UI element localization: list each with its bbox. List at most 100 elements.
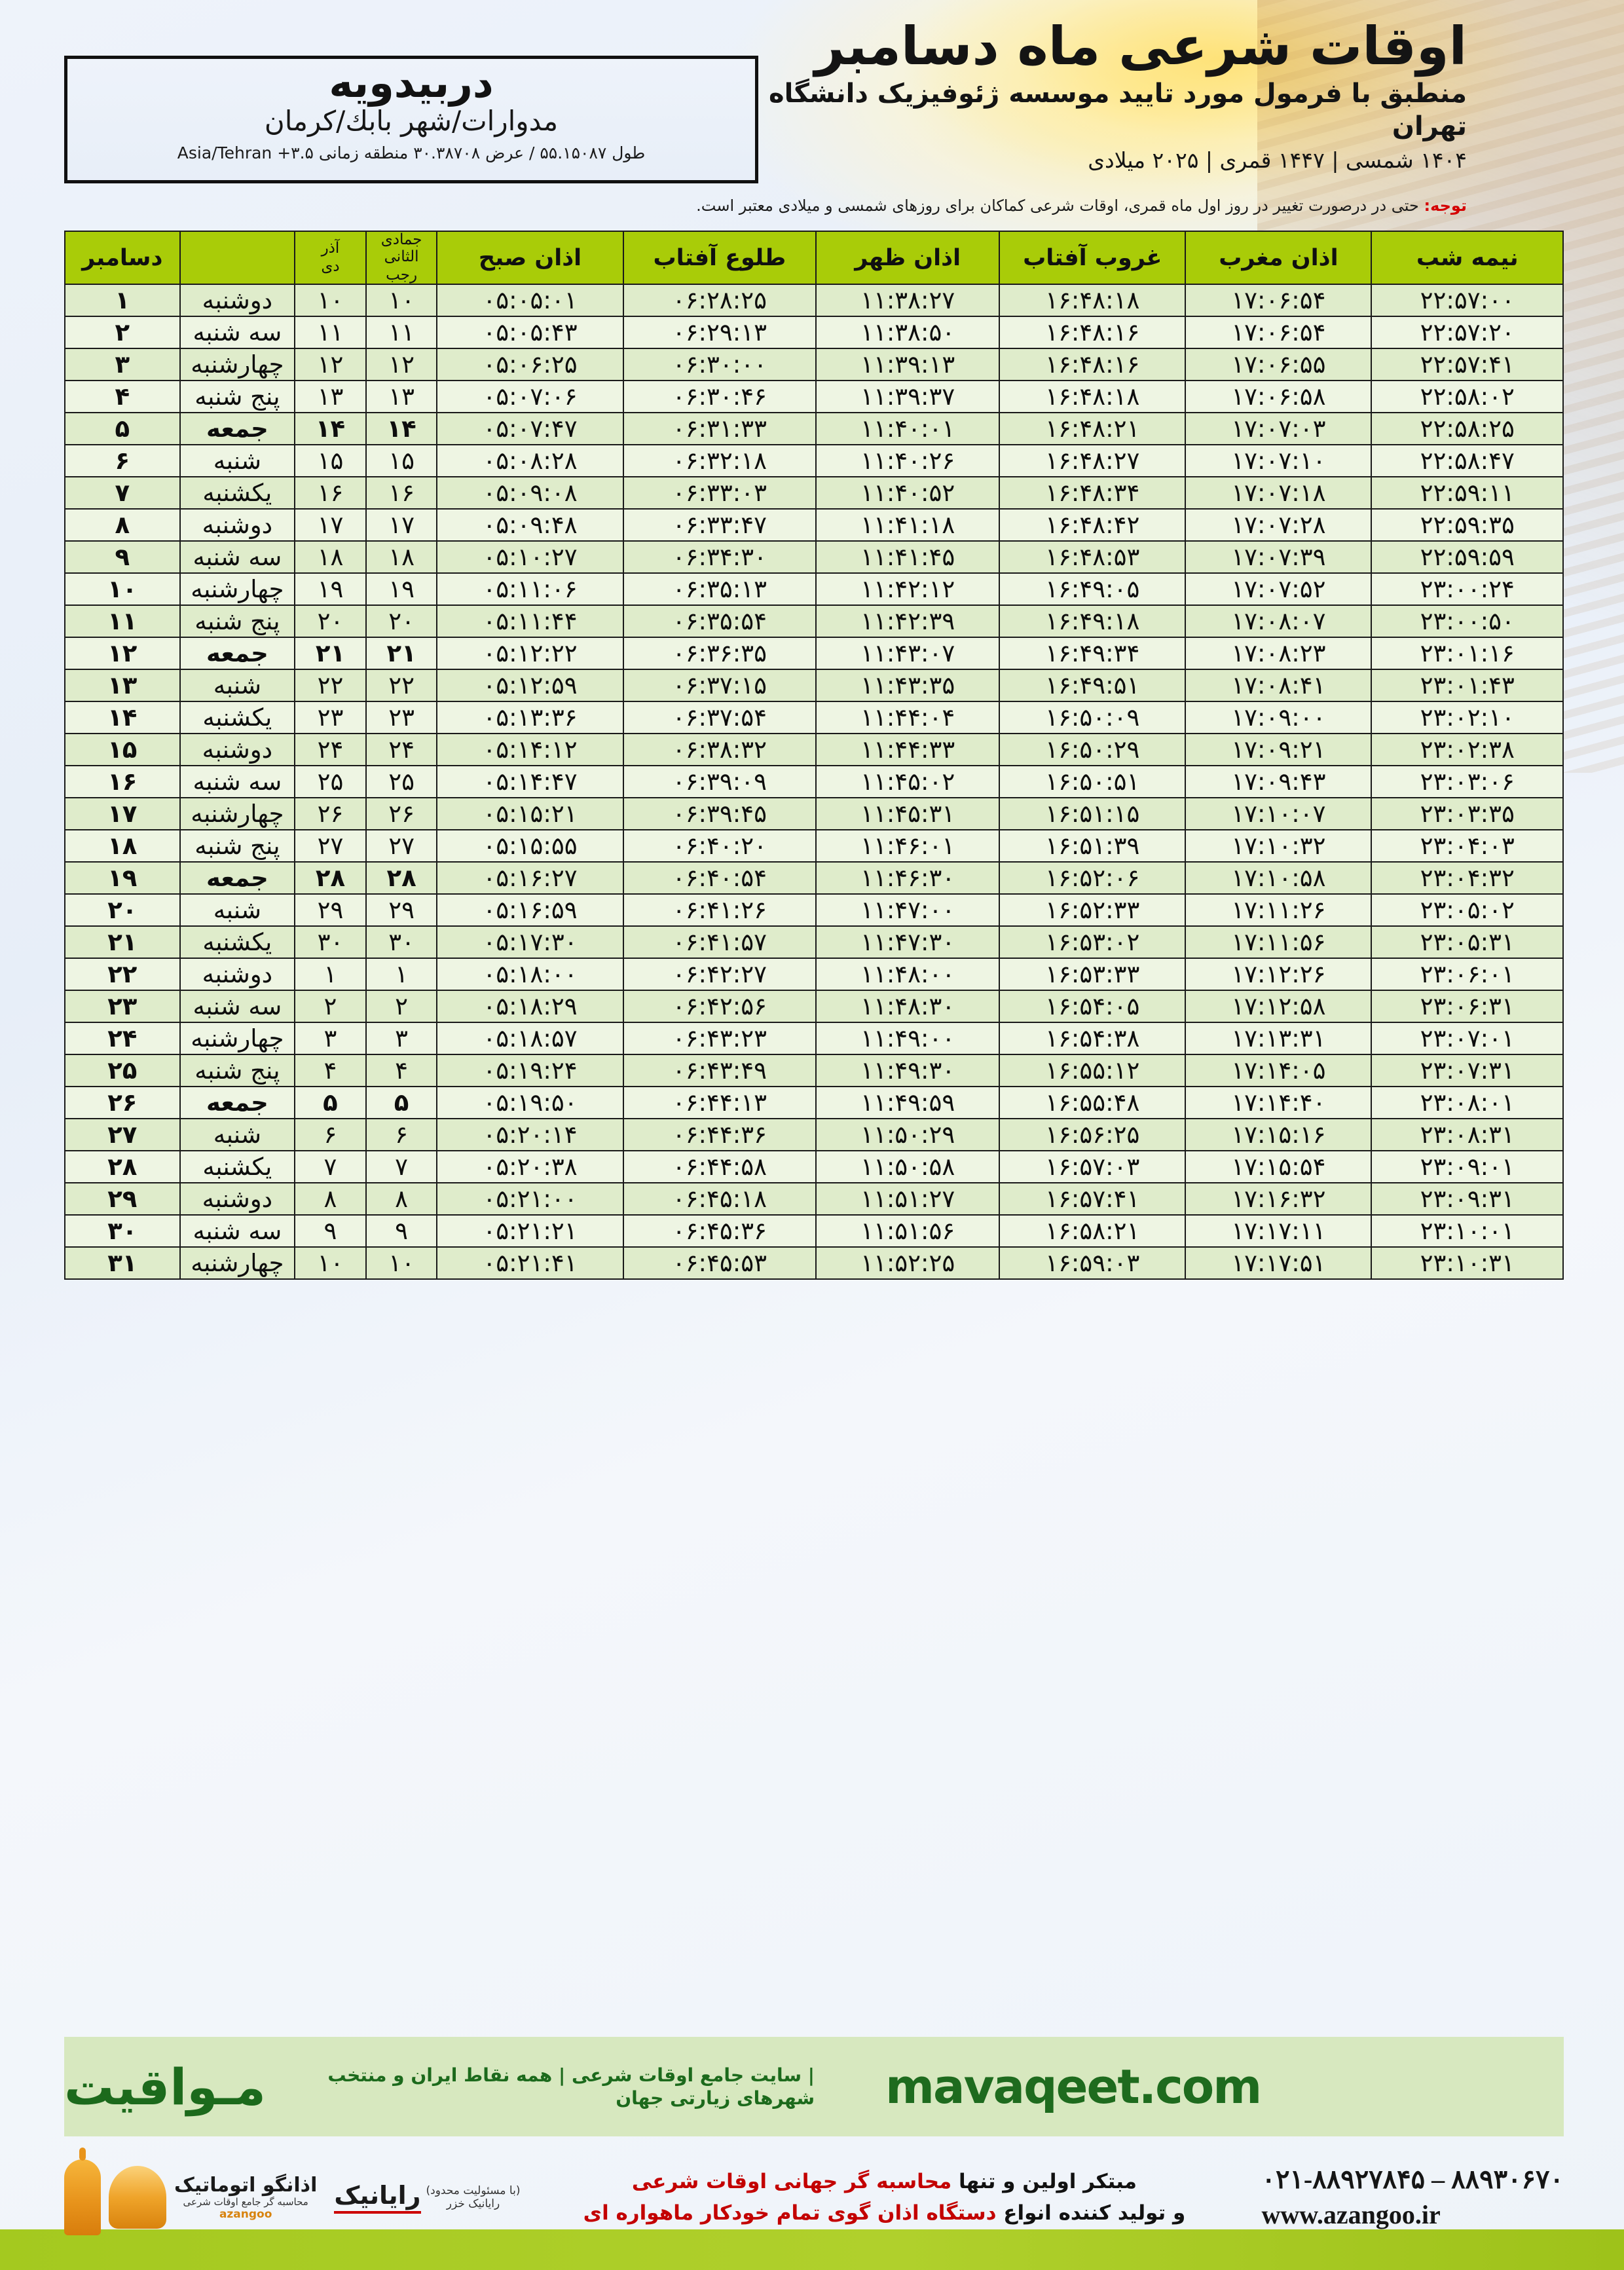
cell-maghrib: ۱۷:۱۰:۳۲ xyxy=(1185,829,1373,863)
table-row: ۲۳:۰۱:۱۶ ۱۷:۰۸:۲۳ ۱۶:۴۹:۳۴ ۱۱:۴۳:۰۷ ۰۶:۳۶:۳۵… xyxy=(64,637,1564,671)
cell-gregorian-day: ۲۰ xyxy=(64,893,181,927)
cell-solar-day: ۳ xyxy=(294,1022,367,1056)
cell-fajr: ۰۵:۱۸:۲۹ xyxy=(436,990,624,1024)
cell-sunrise: ۰۶:۲۹:۱۳ xyxy=(622,316,817,350)
cell-sunrise: ۰۶:۴۱:۵۷ xyxy=(622,925,817,959)
cell-fajr: ۰۵:۰۵:۰۱ xyxy=(436,284,624,318)
cell-dhuhr: ۱۱:۴۰:۰۱ xyxy=(815,412,1001,446)
slogan-line-1-prefix: مبتکر اولین و تنها xyxy=(951,2169,1137,2193)
cell-sunset: ۱۶:۴۹:۵۱ xyxy=(999,669,1187,703)
cell-sunset: ۱۶:۵۳:۰۲ xyxy=(999,925,1187,959)
cell-sunset: ۱۶:۵۵:۱۲ xyxy=(999,1054,1187,1088)
cell-midnight: ۲۲:۵۹:۵۹ xyxy=(1371,540,1564,574)
mavaqeet-site-url[interactable]: mavaqeet.com xyxy=(885,2059,1262,2114)
table-row: ۲۳:۰۲:۱۰ ۱۷:۰۹:۰۰ ۱۶:۵۰:۰۹ ۱۱:۴۴:۰۴ ۰۶:۳۷:۵۴… xyxy=(64,701,1564,735)
contact-block: ۰۲۱-۸۸۹۲۷۸۴۵ – ۸۸۹۳۰۶۷۰ www.azangoo.ir xyxy=(1261,2162,1564,2233)
cell-solar-day: ۲۹ xyxy=(294,893,367,927)
table-row: ۲۳:۰۶:۳۱ ۱۷:۱۲:۵۸ ۱۶:۵۴:۰۵ ۱۱:۴۸:۳۰ ۰۶:۴۲:۵۶… xyxy=(64,990,1564,1024)
cell-dhuhr: ۱۱:۴۹:۳۰ xyxy=(815,1054,1001,1088)
cell-sunset: ۱۶:۴۸:۱۶ xyxy=(999,316,1187,350)
cell-gregorian-day: ۱۴ xyxy=(64,701,181,735)
cell-hijri-day: ۲۶ xyxy=(365,797,438,831)
cell-dhuhr: ۱۱:۴۹:۰۰ xyxy=(815,1022,1001,1056)
cell-maghrib: ۱۷:۱۲:۵۸ xyxy=(1185,990,1373,1024)
cell-fajr: ۰۵:۱۱:۴۴ xyxy=(436,605,624,639)
cell-hijri-day: ۱۴ xyxy=(365,412,438,446)
cell-sunset: ۱۶:۵۳:۳۳ xyxy=(999,958,1187,992)
table-row: ۲۳:۰۴:۳۲ ۱۷:۱۰:۵۸ ۱۶:۵۲:۰۶ ۱۱:۴۶:۳۰ ۰۶:۴۰:۵۴… xyxy=(64,861,1564,895)
cell-hijri-day: ۶ xyxy=(365,1118,438,1152)
cell-sunrise: ۰۶:۴۲:۲۷ xyxy=(622,958,817,992)
cell-hijri-day: ۲۵ xyxy=(365,765,438,799)
cell-dhuhr: ۱۱:۴۵:۳۱ xyxy=(815,797,1001,831)
cell-sunrise: ۰۶:۴۴:۵۸ xyxy=(622,1150,817,1184)
cell-midnight: ۲۲:۵۸:۰۲ xyxy=(1371,380,1564,414)
col-header-weekday xyxy=(179,230,296,286)
cell-midnight: ۲۳:۰۰:۲۴ xyxy=(1371,572,1564,606)
cell-hijri-day: ۱۹ xyxy=(365,572,438,606)
cell-solar-day: ۹ xyxy=(294,1214,367,1248)
minaret-icon xyxy=(64,2159,101,2235)
cell-dhuhr: ۱۱:۵۱:۵۶ xyxy=(815,1214,1001,1248)
cell-dhuhr: ۱۱:۴۲:۱۲ xyxy=(815,572,1001,606)
coordinates-line: طول ۵۵.۱۵۰۸۷ / عرض ۳۰.۳۸۷۰۸ منطقه زمانی … xyxy=(177,143,646,162)
cell-midnight: ۲۲:۵۹:۱۱ xyxy=(1371,476,1564,510)
cell-weekday: یکشنبه xyxy=(179,1150,296,1184)
cell-sunrise: ۰۶:۳۰:۰۰ xyxy=(622,348,817,382)
cell-solar-day: ۴ xyxy=(294,1054,367,1088)
cell-weekday: جمعه xyxy=(179,637,296,671)
footer-contact-band: ۰۲۱-۸۸۹۲۷۸۴۵ – ۸۸۹۳۰۶۷۰ www.azangoo.ir م… xyxy=(64,2148,1564,2246)
footer-brand-band: mavaqeet.com | سایت جامع اوقات شرعی | هم… xyxy=(64,2037,1564,2136)
cell-solar-day: ۱۳ xyxy=(294,380,367,414)
cell-hijri-day: ۲۳ xyxy=(365,701,438,735)
cell-gregorian-day: ۶ xyxy=(64,444,181,478)
cell-gregorian-day: ۳ xyxy=(64,348,181,382)
cell-hijri-day: ۲۸ xyxy=(365,861,438,895)
cell-gregorian-day: ۳۰ xyxy=(64,1214,181,1248)
cell-dhuhr: ۱۱:۴۷:۰۰ xyxy=(815,893,1001,927)
cell-maghrib: ۱۷:۱۷:۱۱ xyxy=(1185,1214,1373,1248)
table-row: ۲۳:۰۲:۳۸ ۱۷:۰۹:۲۱ ۱۶:۵۰:۲۹ ۱۱:۴۴:۳۳ ۰۶:۳۸:۳۲… xyxy=(64,733,1564,767)
cell-solar-day: ۲۵ xyxy=(294,765,367,799)
cell-sunset: ۱۶:۵۰:۰۹ xyxy=(999,701,1187,735)
cell-sunset: ۱۶:۵۱:۳۹ xyxy=(999,829,1187,863)
cell-maghrib: ۱۷:۰۶:۵۴ xyxy=(1185,284,1373,318)
slogan-line-1-highlight: محاسبه گر جهانی اوقات شرعی xyxy=(631,2169,952,2193)
cell-weekday: سه شنبه xyxy=(179,540,296,574)
cell-midnight: ۲۳:۰۲:۱۰ xyxy=(1371,701,1564,735)
cell-hijri-day: ۲۴ xyxy=(365,733,438,767)
cell-maghrib: ۱۷:۰۶:۵۵ xyxy=(1185,348,1373,382)
cell-sunrise: ۰۶:۴۵:۱۸ xyxy=(622,1182,817,1216)
note-text: حتی در درصورت تغییر در روز اول ماه قمری،… xyxy=(696,196,1424,215)
note-label: توجه: xyxy=(1424,196,1467,215)
cell-midnight: ۲۳:۰۳:۳۵ xyxy=(1371,797,1564,831)
cell-solar-day: ۲۷ xyxy=(294,829,367,863)
cell-solar-day: ۱۸ xyxy=(294,540,367,574)
cell-weekday: سه شنبه xyxy=(179,1214,296,1248)
mavaqeet-brand: | سایت جامع اوقات شرعی | همه نقاط ایران … xyxy=(64,2058,815,2116)
cell-maghrib: ۱۷:۰۷:۲۸ xyxy=(1185,508,1373,542)
table-row: ۲۲:۵۹:۵۹ ۱۷:۰۷:۳۹ ۱۶:۴۸:۵۳ ۱۱:۴۱:۴۵ ۰۶:۳۴:۳۰… xyxy=(64,540,1564,574)
cell-hijri-day: ۴ xyxy=(365,1054,438,1088)
cell-midnight: ۲۳:۰۹:۰۱ xyxy=(1371,1150,1564,1184)
cell-midnight: ۲۲:۵۷:۰۰ xyxy=(1371,284,1564,318)
cell-dhuhr: ۱۱:۴۴:۳۳ xyxy=(815,733,1001,767)
cell-sunrise: ۰۶:۳۹:۴۵ xyxy=(622,797,817,831)
cell-hijri-day: ۱۶ xyxy=(365,476,438,510)
cell-weekday: چهارشنبه xyxy=(179,1246,296,1280)
cell-sunrise: ۰۶:۴۳:۲۳ xyxy=(622,1022,817,1056)
cell-hijri-day: ۳ xyxy=(365,1022,438,1056)
cell-sunset: ۱۶:۴۹:۰۵ xyxy=(999,572,1187,606)
cell-maghrib: ۱۷:۰۷:۳۹ xyxy=(1185,540,1373,574)
website-url[interactable]: www.azangoo.ir xyxy=(1261,2200,1441,2229)
cell-maghrib: ۱۷:۱۴:۴۰ xyxy=(1185,1086,1373,1120)
cell-fajr: ۰۵:۱۷:۳۰ xyxy=(436,925,624,959)
cell-dhuhr: ۱۱:۳۹:۱۳ xyxy=(815,348,1001,382)
cell-dhuhr: ۱۱:۳۸:۵۰ xyxy=(815,316,1001,350)
cell-weekday: دوشنبه xyxy=(179,508,296,542)
cell-dhuhr: ۱۱:۴۲:۳۹ xyxy=(815,605,1001,639)
cell-midnight: ۲۳:۰۱:۴۳ xyxy=(1371,669,1564,703)
cell-sunset: ۱۶:۵۴:۳۸ xyxy=(999,1022,1187,1056)
cell-fajr: ۰۵:۲۰:۳۸ xyxy=(436,1150,624,1184)
col-header-dhuhr: اذان ظهر xyxy=(815,230,1001,286)
